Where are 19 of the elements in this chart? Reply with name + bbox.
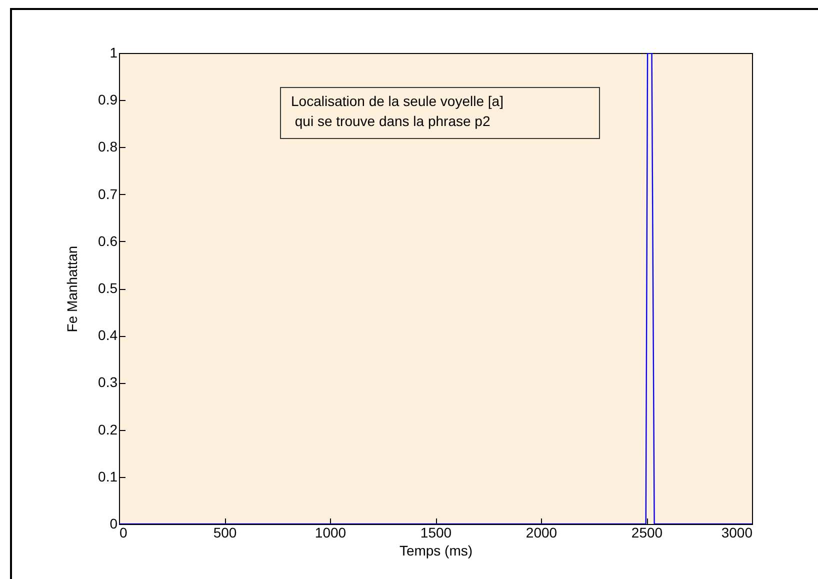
y-tick-label: 0.6 — [98, 232, 118, 249]
annotation: Localisation de la seule voyelle [a] qui se trouve dans la phrase p2 — [291, 92, 504, 131]
y-tick-label: 0.9 — [98, 92, 118, 108]
y-tick-label: 0.1 — [98, 468, 118, 484]
x-axis-title: Temps (ms) — [399, 542, 473, 558]
x-tick-label: 2500 — [631, 524, 663, 540]
x-tick-label: 500 — [213, 524, 237, 540]
y-tick-label: 0.8 — [98, 138, 118, 155]
y-tick-label: 0.5 — [98, 280, 118, 296]
y-axis-title: Fe Manhattan — [64, 246, 80, 332]
x-tick-label: 3000 — [721, 524, 753, 540]
x-tick-label: 1500 — [420, 524, 452, 540]
y-tick-label: 1 — [110, 44, 118, 60]
y-tick-label: 0.3 — [98, 374, 118, 390]
y-tick-label: 0.4 — [98, 327, 118, 344]
x-tick-label: 2000 — [526, 524, 558, 540]
y-tick-label: 0.7 — [98, 186, 118, 202]
x-tick-label: 1000 — [314, 524, 346, 540]
y-tick-label: 0.2 — [98, 421, 118, 438]
